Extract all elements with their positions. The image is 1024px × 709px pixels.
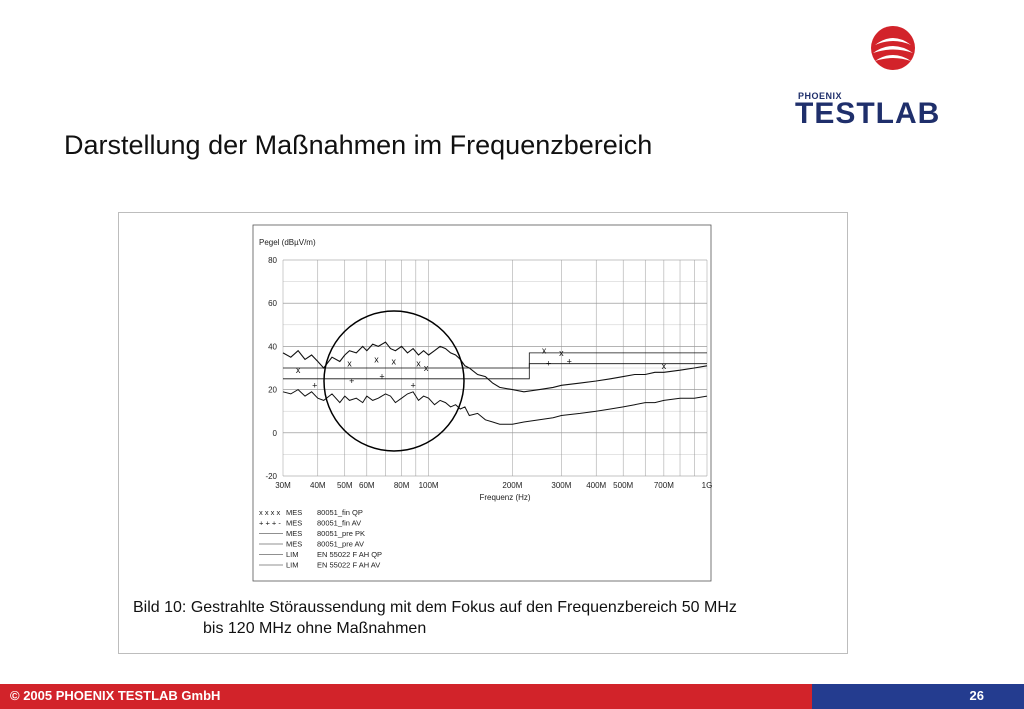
legend-type: MES	[286, 540, 302, 549]
data-marker: x	[542, 346, 547, 356]
caption-line-1: Bild 10: Gestrahlte Störaussendung mit d…	[133, 599, 737, 616]
legend-entry: 80051_fin QP	[317, 508, 363, 517]
y-tick-label: 80	[268, 256, 277, 265]
legend-entry: 80051_pre PK	[317, 529, 365, 538]
x-tick-label: 700M	[654, 481, 674, 490]
footer-red-band: © 2005 PHOENIX TESTLAB GmbH	[0, 684, 812, 709]
data-marker: x	[416, 359, 421, 369]
data-marker: +	[546, 359, 551, 369]
legend-entry: EN 55022 F AH AV	[317, 561, 380, 570]
legend-type: MES	[286, 519, 302, 528]
logo-swoosh-icon	[871, 26, 915, 70]
data-marker: x	[296, 365, 301, 375]
legend-entry: 80051_fin AV	[317, 519, 361, 528]
legend-entry: 80051_pre AV	[317, 540, 364, 549]
figure-caption: Bild 10: Gestrahlte Störaussendung mit d…	[133, 597, 737, 639]
legend-marker: x x x x	[259, 508, 281, 517]
y-tick-label: -20	[265, 472, 277, 481]
page-number: 26	[969, 688, 984, 703]
legend-type: LIM	[286, 561, 299, 570]
x-tick-label: 40M	[310, 481, 326, 490]
footer-bar: © 2005 PHOENIX TESTLAB GmbH 26	[0, 684, 1024, 709]
y-tick-label: 20	[268, 386, 277, 395]
x-tick-label: 200M	[502, 481, 522, 490]
data-marker: x	[392, 357, 397, 367]
company-logo: PHOENIX TESTLAB	[795, 25, 985, 129]
x-axis-label: Frequenz (Hz)	[479, 493, 530, 502]
series-line	[282, 388, 708, 425]
chart-scan-border	[252, 224, 712, 582]
series-line	[283, 352, 707, 369]
logo-phoenix-text: PHOENIX	[798, 91, 843, 101]
series-line	[282, 341, 708, 393]
data-marker: +	[379, 372, 384, 382]
y-tick-label: 60	[268, 299, 277, 308]
logo-testlab-text: TESTLAB	[795, 97, 941, 130]
data-marker: +	[349, 376, 354, 386]
data-marker: x	[559, 348, 564, 358]
legend-type: MES	[286, 529, 302, 538]
legend-type: MES	[286, 508, 302, 517]
data-marker: +	[410, 380, 415, 390]
series-line	[283, 363, 707, 380]
x-tick-label: 300M	[551, 481, 571, 490]
legend-type: LIM	[286, 550, 299, 559]
focus-circle	[323, 310, 465, 452]
slide-title: Darstellung der Maßnahmen im Frequenzber…	[64, 130, 653, 160]
y-tick-label: 0	[273, 429, 278, 438]
caption-line-2: bis 120 MHz ohne Maßnahmen	[203, 620, 427, 637]
data-marker: x	[374, 354, 379, 364]
y-tick-label: 40	[268, 342, 277, 351]
x-tick-label: 50M	[337, 481, 353, 490]
figure-frame: 80 60 40 20 0 -20 30M 40M 50M 60M 80M 100M 200M 300M 4…	[118, 212, 848, 654]
x-tick-label: 80M	[394, 481, 410, 490]
footer-blue-band: 26	[812, 684, 1024, 709]
x-tick-label: 60M	[359, 481, 375, 490]
data-marker: +	[312, 380, 317, 390]
x-tick-label: 30M	[275, 481, 291, 490]
footer-copyright: © 2005 PHOENIX TESTLAB GmbH	[10, 688, 221, 703]
data-marker: +	[567, 357, 572, 367]
x-tick-label: 400M	[586, 481, 606, 490]
legend-entry: EN 55022 F AH QP	[317, 550, 382, 559]
data-marker: x	[662, 361, 667, 371]
x-tick-label: 500M	[613, 481, 633, 490]
legend-marker: + + + -	[259, 519, 281, 528]
data-marker: x	[424, 363, 429, 373]
x-tick-label: 100M	[419, 481, 439, 490]
x-tick-label: 1G	[702, 481, 713, 490]
data-marker: x	[347, 359, 352, 369]
y-axis-label: Pegel (dBµV/m)	[259, 238, 316, 247]
